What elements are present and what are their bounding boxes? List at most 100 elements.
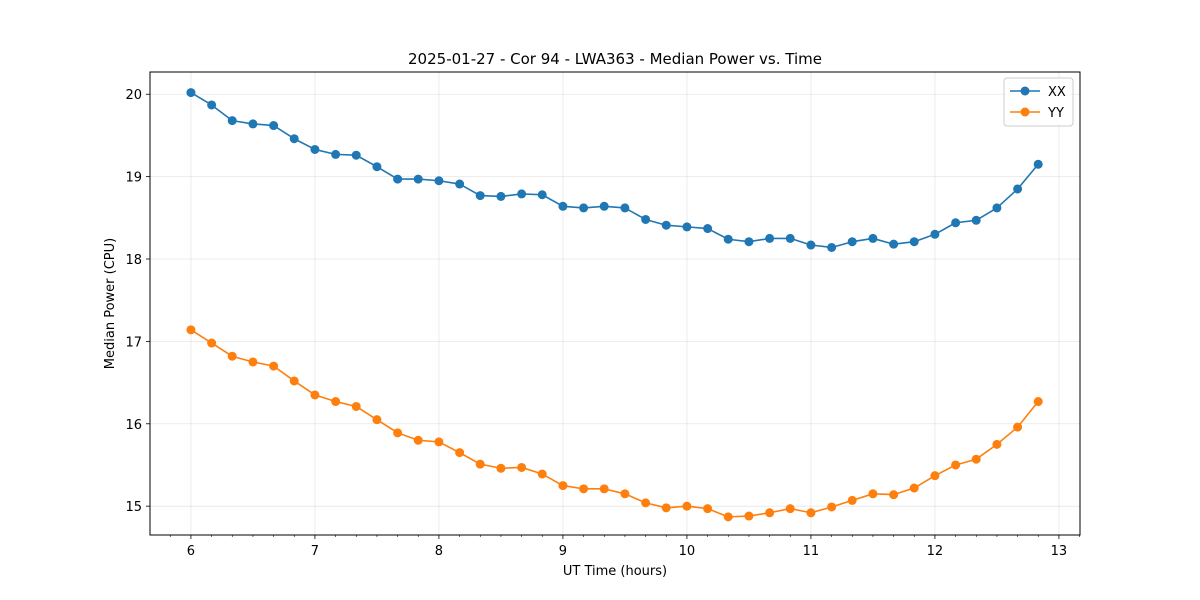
- data-point-yy: [372, 415, 382, 425]
- data-point-yy: [351, 401, 361, 411]
- legend: XX YY: [1003, 77, 1074, 127]
- data-point-xx: [351, 150, 361, 160]
- data-point-xx: [1033, 159, 1043, 169]
- data-point-xx: [868, 233, 878, 243]
- y-tick-label: 16: [125, 418, 142, 433]
- x-axis-label: UT Time (hours): [563, 564, 667, 579]
- legend-marker-xx: [1020, 86, 1030, 96]
- data-point-xx: [289, 134, 299, 144]
- data-point-yy: [909, 483, 919, 493]
- data-point-yy: [806, 508, 816, 518]
- data-point-yy: [723, 512, 733, 522]
- data-point-yy: [269, 361, 279, 371]
- data-point-xx: [703, 224, 713, 234]
- data-point-xx: [909, 237, 919, 247]
- y-tick-label: 20: [125, 88, 142, 103]
- data-point-yy: [1033, 397, 1043, 407]
- data-point-yy: [930, 471, 940, 481]
- data-point-xx: [413, 174, 423, 184]
- data-point-yy: [641, 498, 651, 508]
- data-point-yy: [455, 448, 465, 458]
- data-point-yy: [289, 376, 299, 386]
- data-point-yy: [537, 469, 547, 479]
- data-point-xx: [992, 203, 1002, 213]
- legend-label-xx: XX: [1048, 85, 1066, 100]
- x-tick-label: 6: [187, 544, 195, 559]
- data-point-xx: [248, 119, 258, 129]
- data-point-yy: [703, 504, 713, 514]
- data-point-xx: [393, 174, 403, 184]
- data-point-xx: [372, 162, 382, 172]
- data-point-xx: [186, 88, 196, 98]
- data-point-xx: [930, 229, 940, 239]
- y-tick-label: 19: [125, 171, 142, 186]
- data-point-xx: [537, 190, 547, 200]
- y-tick-label: 17: [125, 335, 142, 350]
- data-point-xx: [331, 149, 341, 159]
- data-point-yy: [1013, 422, 1023, 432]
- legend-label-yy: YY: [1047, 106, 1064, 121]
- data-point-xx: [971, 215, 981, 225]
- data-point-yy: [682, 501, 692, 511]
- data-point-yy: [785, 504, 795, 514]
- x-tick-label: 7: [311, 544, 319, 559]
- data-point-xx: [517, 189, 527, 199]
- data-point-yy: [868, 489, 878, 499]
- grid: [150, 72, 1080, 535]
- data-point-xx: [496, 191, 506, 201]
- data-point-yy: [620, 489, 630, 499]
- data-point-yy: [744, 511, 754, 521]
- data-point-xx: [1013, 184, 1023, 194]
- data-point-yy: [517, 462, 527, 472]
- data-point-xx: [620, 203, 630, 213]
- chart-title: 2025-01-27 - Cor 94 - LWA363 - Median Po…: [408, 50, 822, 68]
- data-point-xx: [475, 191, 485, 201]
- data-point-xx: [785, 233, 795, 243]
- data-point-yy: [827, 502, 837, 512]
- data-point-xx: [806, 240, 816, 250]
- data-point-xx: [661, 220, 671, 230]
- data-point-xx: [558, 201, 568, 211]
- x-tick-label: 11: [803, 544, 820, 559]
- x-tick-label: 12: [927, 544, 944, 559]
- data-point-yy: [496, 463, 506, 473]
- data-point-yy: [847, 495, 857, 505]
- data-point-xx: [827, 242, 837, 252]
- axes: 6 7 8 9 10 11 12 13 15 16 17 18 19 20: [125, 88, 1080, 559]
- data-point-xx: [599, 201, 609, 211]
- data-point-yy: [599, 484, 609, 494]
- data-point-xx: [889, 239, 899, 249]
- data-point-yy: [889, 490, 899, 500]
- data-point-xx: [579, 203, 589, 213]
- data-point-xx: [723, 234, 733, 244]
- y-tick-label: 18: [125, 253, 142, 268]
- data-point-xx: [744, 237, 754, 247]
- data-point-xx: [269, 121, 279, 131]
- data-point-yy: [951, 460, 961, 470]
- data-point-yy: [475, 459, 485, 469]
- data-point-xx: [682, 222, 692, 232]
- data-point-yy: [661, 503, 671, 513]
- data-point-yy: [971, 454, 981, 464]
- data-point-yy: [434, 437, 444, 447]
- data-point-xx: [310, 144, 320, 154]
- y-tick-label: 15: [125, 500, 142, 515]
- plot-frame: [149, 71, 1081, 536]
- data-point-yy: [992, 439, 1002, 449]
- data-point-yy: [558, 481, 568, 491]
- x-tick-label: 9: [559, 544, 567, 559]
- data-point-yy: [310, 390, 320, 400]
- data-point-xx: [455, 179, 465, 189]
- data-point-yy: [579, 484, 589, 494]
- data-point-xx: [951, 218, 961, 228]
- y-axis-label: Median Power (CPU): [103, 238, 118, 369]
- data-point-yy: [227, 351, 237, 361]
- data-point-yy: [765, 508, 775, 518]
- x-tick-label: 13: [1051, 544, 1068, 559]
- data-point-xx: [207, 100, 217, 110]
- data-point-xx: [641, 214, 651, 224]
- x-tick-label: 8: [435, 544, 443, 559]
- series-layer: [186, 88, 1043, 522]
- data-point-yy: [186, 325, 196, 335]
